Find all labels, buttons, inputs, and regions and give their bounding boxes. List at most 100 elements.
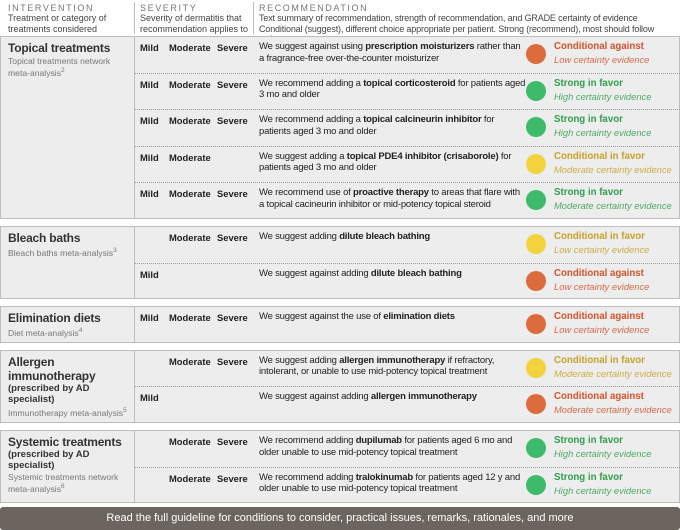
strength-label: Conditional against — [554, 311, 644, 323]
severity-label: Moderate — [169, 188, 211, 200]
source-text: Systemic treatments network meta-analysi… — [8, 472, 119, 494]
recommendation-part: We suggest adding — [259, 231, 340, 242]
certainty-label: Low certainty evidence — [554, 244, 650, 255]
recommendation-part: We recommend adding — [259, 471, 356, 483]
recommendation-text: We recommend use of proactive therapy to… — [259, 187, 527, 210]
recommendation-emphasis: allergen immunotherapy — [370, 391, 477, 403]
strength-dot — [526, 117, 546, 138]
header-divider — [134, 2, 135, 34]
strength-label: Strong in favor — [554, 471, 623, 483]
recommendation-part: to areas that flare with a topical cacin… — [259, 187, 520, 210]
recommendation-part: for patients aged 6 mo and older unable … — [259, 435, 513, 458]
source-text: Bleach baths meta-analysis — [8, 247, 114, 258]
severity-label: Severe — [217, 355, 248, 367]
recommendation-part: We recommend adding — [259, 435, 356, 446]
strength-dot — [526, 394, 546, 415]
header-title: SEVERITY — [140, 3, 198, 13]
header-title: INTERVENTION — [8, 3, 95, 13]
recommendation-text: We recommend adding a topical corticoste… — [259, 78, 527, 101]
recommendation-part: We suggest adding — [259, 354, 340, 366]
severity-label: Mild — [140, 78, 159, 90]
certainty-label: Moderate certainty evidence — [554, 200, 672, 212]
severity-label: Moderate — [169, 312, 211, 324]
recommendation-text: We suggest against adding dilute bleach … — [259, 268, 527, 280]
column-divider — [134, 306, 135, 343]
header-divider — [253, 2, 254, 34]
severity-label: Severe — [217, 78, 248, 90]
recommendation-emphasis: dupilumab — [355, 435, 402, 446]
recommendation-text: We recommend adding dupilumab for patien… — [259, 435, 527, 458]
strength-label: Strong in favor — [554, 435, 623, 446]
certainty-label: Low certainty evidence — [554, 54, 650, 65]
recommendation-emphasis: elimination diets — [383, 311, 455, 323]
row-separator — [135, 466, 680, 468]
recommendation-text: We suggest adding dilute bleach bathing — [259, 231, 527, 243]
group-name: Bleach baths — [8, 231, 81, 245]
recommendation-part: We recommend adding a — [259, 114, 364, 126]
severity-label: Mild — [140, 268, 159, 280]
recommendation-part: We suggest adding a — [259, 150, 347, 162]
strength-dot — [526, 314, 546, 335]
certainty-label: High certainty evidence — [554, 90, 652, 102]
row-separator — [135, 72, 680, 74]
recommendation-text: We recommend adding tralokinumab for pat… — [259, 472, 527, 495]
column-divider — [134, 36, 135, 219]
recommendation-emphasis: dilute bleach bathing — [370, 267, 462, 279]
recommendation-emphasis: topical corticosteroid — [363, 77, 456, 89]
row-separator — [135, 145, 680, 147]
certainty-label: Moderate certainty evidence — [554, 404, 672, 416]
strength-label: Conditional against — [554, 391, 644, 403]
strength-dot — [526, 438, 546, 458]
source-text: Immunotherapy meta-analysis — [8, 407, 124, 418]
group-source: Diet meta-analysis4 — [8, 326, 132, 338]
row-separator — [135, 182, 680, 184]
header-title: RECOMMENDATION — [259, 3, 369, 13]
source-ref: 5 — [123, 406, 127, 414]
strength-label: Strong in favor — [554, 187, 623, 199]
strength-dot — [526, 474, 546, 495]
strength-dot — [526, 234, 546, 254]
group-name: Allergen immunotherapy — [8, 354, 96, 383]
severity-label: Severe — [217, 42, 248, 53]
recommendation-part: for patients aged 3 mo and older — [259, 114, 495, 137]
severity-label: Mild — [140, 151, 159, 163]
group-info: Topical treatments Topical treatments net… — [8, 41, 132, 78]
recommendation-emphasis: tralokinumab — [355, 471, 413, 483]
strength-dot — [526, 44, 546, 64]
recommendation-emphasis: prescription moisturizers — [365, 41, 475, 52]
recommendation-emphasis: topical calcineurin inhibitor — [363, 114, 482, 126]
strength-label: Strong in favor — [554, 114, 623, 126]
recommendation-text: We suggest adding a topical PDE4 inhibit… — [259, 151, 527, 174]
source-ref: 6 — [61, 483, 65, 490]
strength-dot — [526, 270, 546, 291]
strength-label: Conditional in favor — [554, 150, 645, 162]
group-source: Systemic treatments network meta-analysi… — [8, 472, 132, 494]
severity-label: Mild — [140, 115, 159, 127]
recommendation-part: for patients aged 3 mo and older — [259, 77, 526, 101]
recommendation-part: We suggest against using — [259, 41, 366, 52]
severity-label: Moderate — [169, 151, 211, 163]
recommendation-text: We suggest against using prescription mo… — [259, 41, 527, 64]
recommendation-part: We recommend use of — [259, 187, 354, 199]
certainty-label: Moderate certainty evidence — [554, 163, 672, 175]
severity-label: Mild — [140, 188, 159, 200]
recommendation-part: for patients aged 12 y and older unable … — [259, 471, 521, 495]
recommendation-part: We recommend adding a — [259, 77, 364, 89]
recommendation-emphasis: allergen immunotherapy — [339, 354, 446, 366]
column-divider — [134, 430, 135, 504]
column-divider — [134, 349, 135, 423]
source-ref: 2 — [61, 67, 65, 74]
recommendation-part: We suggest against adding — [259, 267, 371, 279]
recommendation-part: We suggest against the use of — [259, 311, 384, 323]
severity-label: Moderate — [169, 115, 211, 127]
source-ref: 3 — [113, 247, 117, 254]
group-box — [0, 306, 680, 343]
certainty-label: High certainty evidence — [554, 127, 652, 139]
recommendation-text: We suggest adding allergen immunotherapy… — [259, 355, 527, 378]
recommendation-emphasis: dilute bleach bathing — [339, 231, 431, 242]
footer-banner[interactable]: Read the full guideline for conditions t… — [0, 507, 680, 530]
severity-label: Moderate — [169, 472, 211, 484]
source-ref: 4 — [78, 327, 83, 335]
strength-label: Strong in favor — [554, 77, 623, 89]
